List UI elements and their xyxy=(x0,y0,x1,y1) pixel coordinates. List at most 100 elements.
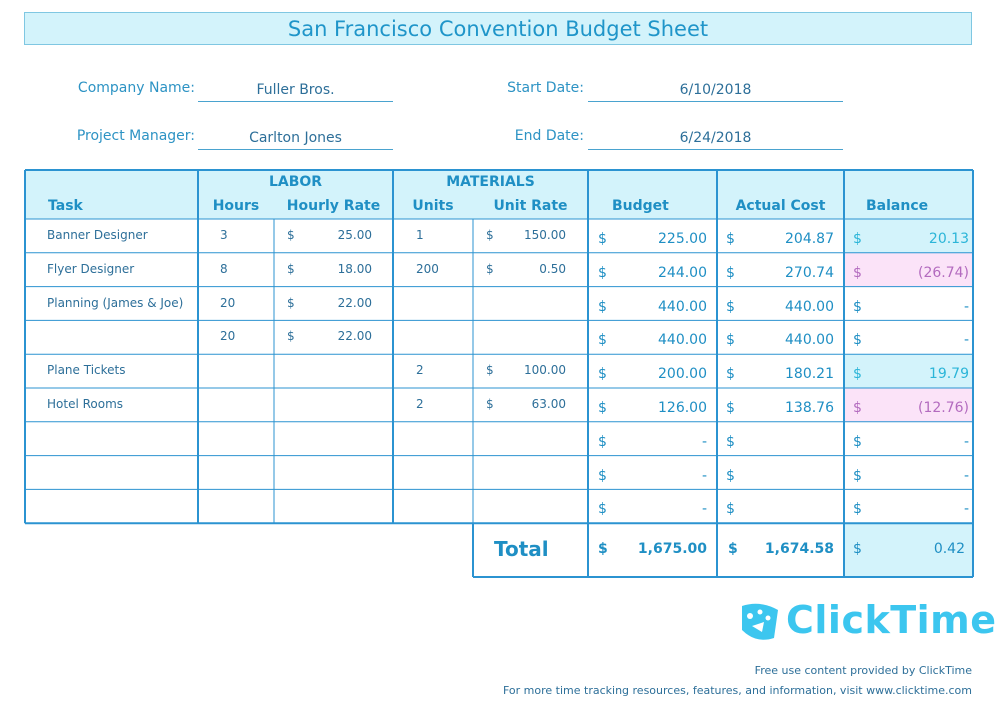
unit-rate-cell[interactable]: 100.00 xyxy=(524,363,566,378)
hourly-rate-cell[interactable]: 25.00 xyxy=(337,228,372,242)
budget-currency: $ xyxy=(598,433,607,450)
budget-currency: $ xyxy=(598,298,607,315)
col-header-task: Task xyxy=(48,198,83,214)
balance-currency: $ xyxy=(853,332,862,349)
hourly-rate-currency: $ xyxy=(287,329,295,344)
balance-cell: (26.74) xyxy=(917,264,969,281)
actual-cost-cell[interactable]: 180.21 xyxy=(785,366,834,383)
hours-cell[interactable]: 20 xyxy=(220,329,236,344)
company-name-field[interactable]: Fuller Bros. xyxy=(198,80,393,102)
total-actual-currency: $ xyxy=(728,541,738,557)
clicktime-brand-name: ClickTime xyxy=(786,598,995,642)
hourly-rate-cell[interactable]: 22.00 xyxy=(337,295,372,310)
budget-currency: $ xyxy=(598,467,607,484)
unit-rate-cell[interactable]: 150.00 xyxy=(524,228,566,242)
balance-cell: 19.79 xyxy=(928,366,969,383)
balance-currency: $ xyxy=(853,366,862,383)
end-date-label: End Date: xyxy=(514,128,584,144)
balance-positive-fill xyxy=(844,219,973,253)
balance-cell: - xyxy=(963,298,969,315)
balance-currency: $ xyxy=(853,433,862,450)
page-title: San Francisco Convention Budget Sheet xyxy=(24,12,972,45)
units-cell[interactable]: 1 xyxy=(416,228,424,242)
actual-currency: $ xyxy=(726,467,735,484)
balance-negative-fill xyxy=(844,252,973,287)
hourly-rate-cell[interactable]: 18.00 xyxy=(337,261,372,276)
hours-cell[interactable]: 8 xyxy=(220,261,228,276)
footer-credit: Free use content provided by ClickTime xyxy=(754,664,972,677)
actual-cost-cell[interactable]: 204.87 xyxy=(785,231,834,247)
budget-cell: 440.00 xyxy=(658,298,707,315)
balance-cell: 20.13 xyxy=(928,231,969,247)
budget-cell: 126.00 xyxy=(658,400,707,416)
balance-currency: $ xyxy=(853,231,862,247)
units-cell[interactable]: 200 xyxy=(416,261,439,276)
actual-cost-cell[interactable]: 440.00 xyxy=(785,332,834,349)
unit-rate-cell[interactable]: 0.50 xyxy=(539,261,566,276)
hours-cell[interactable]: 20 xyxy=(220,295,236,310)
task-cell[interactable]: Flyer Designer xyxy=(47,261,135,276)
budget-cell: 200.00 xyxy=(658,366,707,383)
balance-cell: - xyxy=(963,467,969,484)
budget-currency: $ xyxy=(598,400,607,416)
balance-positive-fill xyxy=(844,354,973,388)
unit-rate-cell[interactable]: 63.00 xyxy=(531,397,566,411)
balance-currency: $ xyxy=(853,467,862,484)
start-date-label: Start Date: xyxy=(507,80,584,96)
budget-currency: $ xyxy=(598,366,607,383)
task-cell[interactable]: Planning (James & Joe) xyxy=(47,295,184,310)
actual-cost-cell[interactable]: 138.76 xyxy=(785,400,834,416)
budget-cell: - xyxy=(701,501,707,518)
unit-rate-currency: $ xyxy=(486,228,494,242)
units-cell[interactable]: 2 xyxy=(416,397,424,411)
units-cell[interactable]: 2 xyxy=(416,363,424,378)
budget-currency: $ xyxy=(598,501,607,518)
balance-currency: $ xyxy=(853,400,862,416)
balance-cell: (12.76) xyxy=(917,400,969,416)
budget-currency: $ xyxy=(598,332,607,349)
actual-cost-cell[interactable]: 440.00 xyxy=(785,298,834,315)
task-cell[interactable]: Banner Designer xyxy=(47,228,148,242)
budget-cell: - xyxy=(701,467,707,484)
total-budget-currency: $ xyxy=(598,541,608,557)
total-balance-fill xyxy=(844,523,973,577)
col-header-units: Units xyxy=(412,198,454,214)
actual-currency: $ xyxy=(726,332,735,349)
balance-cell: - xyxy=(963,332,969,349)
col-header-hours: Hours xyxy=(212,198,260,214)
unit-rate-currency: $ xyxy=(486,397,494,411)
col-header-budget: Budget xyxy=(612,198,669,214)
hourly-rate-currency: $ xyxy=(287,261,295,276)
project-manager-field[interactable]: Carlton Jones xyxy=(198,128,393,150)
hourly-rate-cell[interactable]: 22.00 xyxy=(337,329,372,344)
balance-currency: $ xyxy=(853,298,862,315)
unit-rate-currency: $ xyxy=(486,363,494,378)
total-balance: 0.42 xyxy=(933,541,965,557)
total-actual: 1,674.58 xyxy=(764,541,834,557)
footer-link-text[interactable]: For more time tracking resources, featur… xyxy=(503,684,972,697)
budget-cell: 244.00 xyxy=(658,264,707,281)
col-header-unit-rate: Unit Rate xyxy=(493,198,568,214)
table-header-fill xyxy=(25,170,973,219)
balance-negative-fill xyxy=(844,388,973,422)
actual-currency: $ xyxy=(726,231,735,247)
budget-currency: $ xyxy=(598,264,607,281)
hours-cell[interactable]: 3 xyxy=(220,228,228,242)
budget-cell: - xyxy=(701,433,707,450)
col-header-hourly-rate: Hourly Rate xyxy=(286,198,381,214)
hourly-rate-currency: $ xyxy=(287,295,295,310)
actual-currency: $ xyxy=(726,433,735,450)
budget-cell: 225.00 xyxy=(658,231,707,247)
clicktime-logo-icon xyxy=(738,600,782,642)
end-date-field[interactable]: 6/24/2018 xyxy=(588,128,843,150)
actual-currency: $ xyxy=(726,400,735,416)
task-cell[interactable]: Hotel Rooms xyxy=(47,397,124,411)
company-name-label: Company Name: xyxy=(77,80,195,96)
task-cell[interactable]: Plane Tickets xyxy=(47,363,126,378)
balance-cell: - xyxy=(963,501,969,518)
project-manager-label: Project Manager: xyxy=(76,128,195,144)
actual-cost-cell[interactable]: 270.74 xyxy=(785,264,834,281)
start-date-field[interactable]: 6/10/2018 xyxy=(588,80,843,102)
actual-currency: $ xyxy=(726,264,735,281)
